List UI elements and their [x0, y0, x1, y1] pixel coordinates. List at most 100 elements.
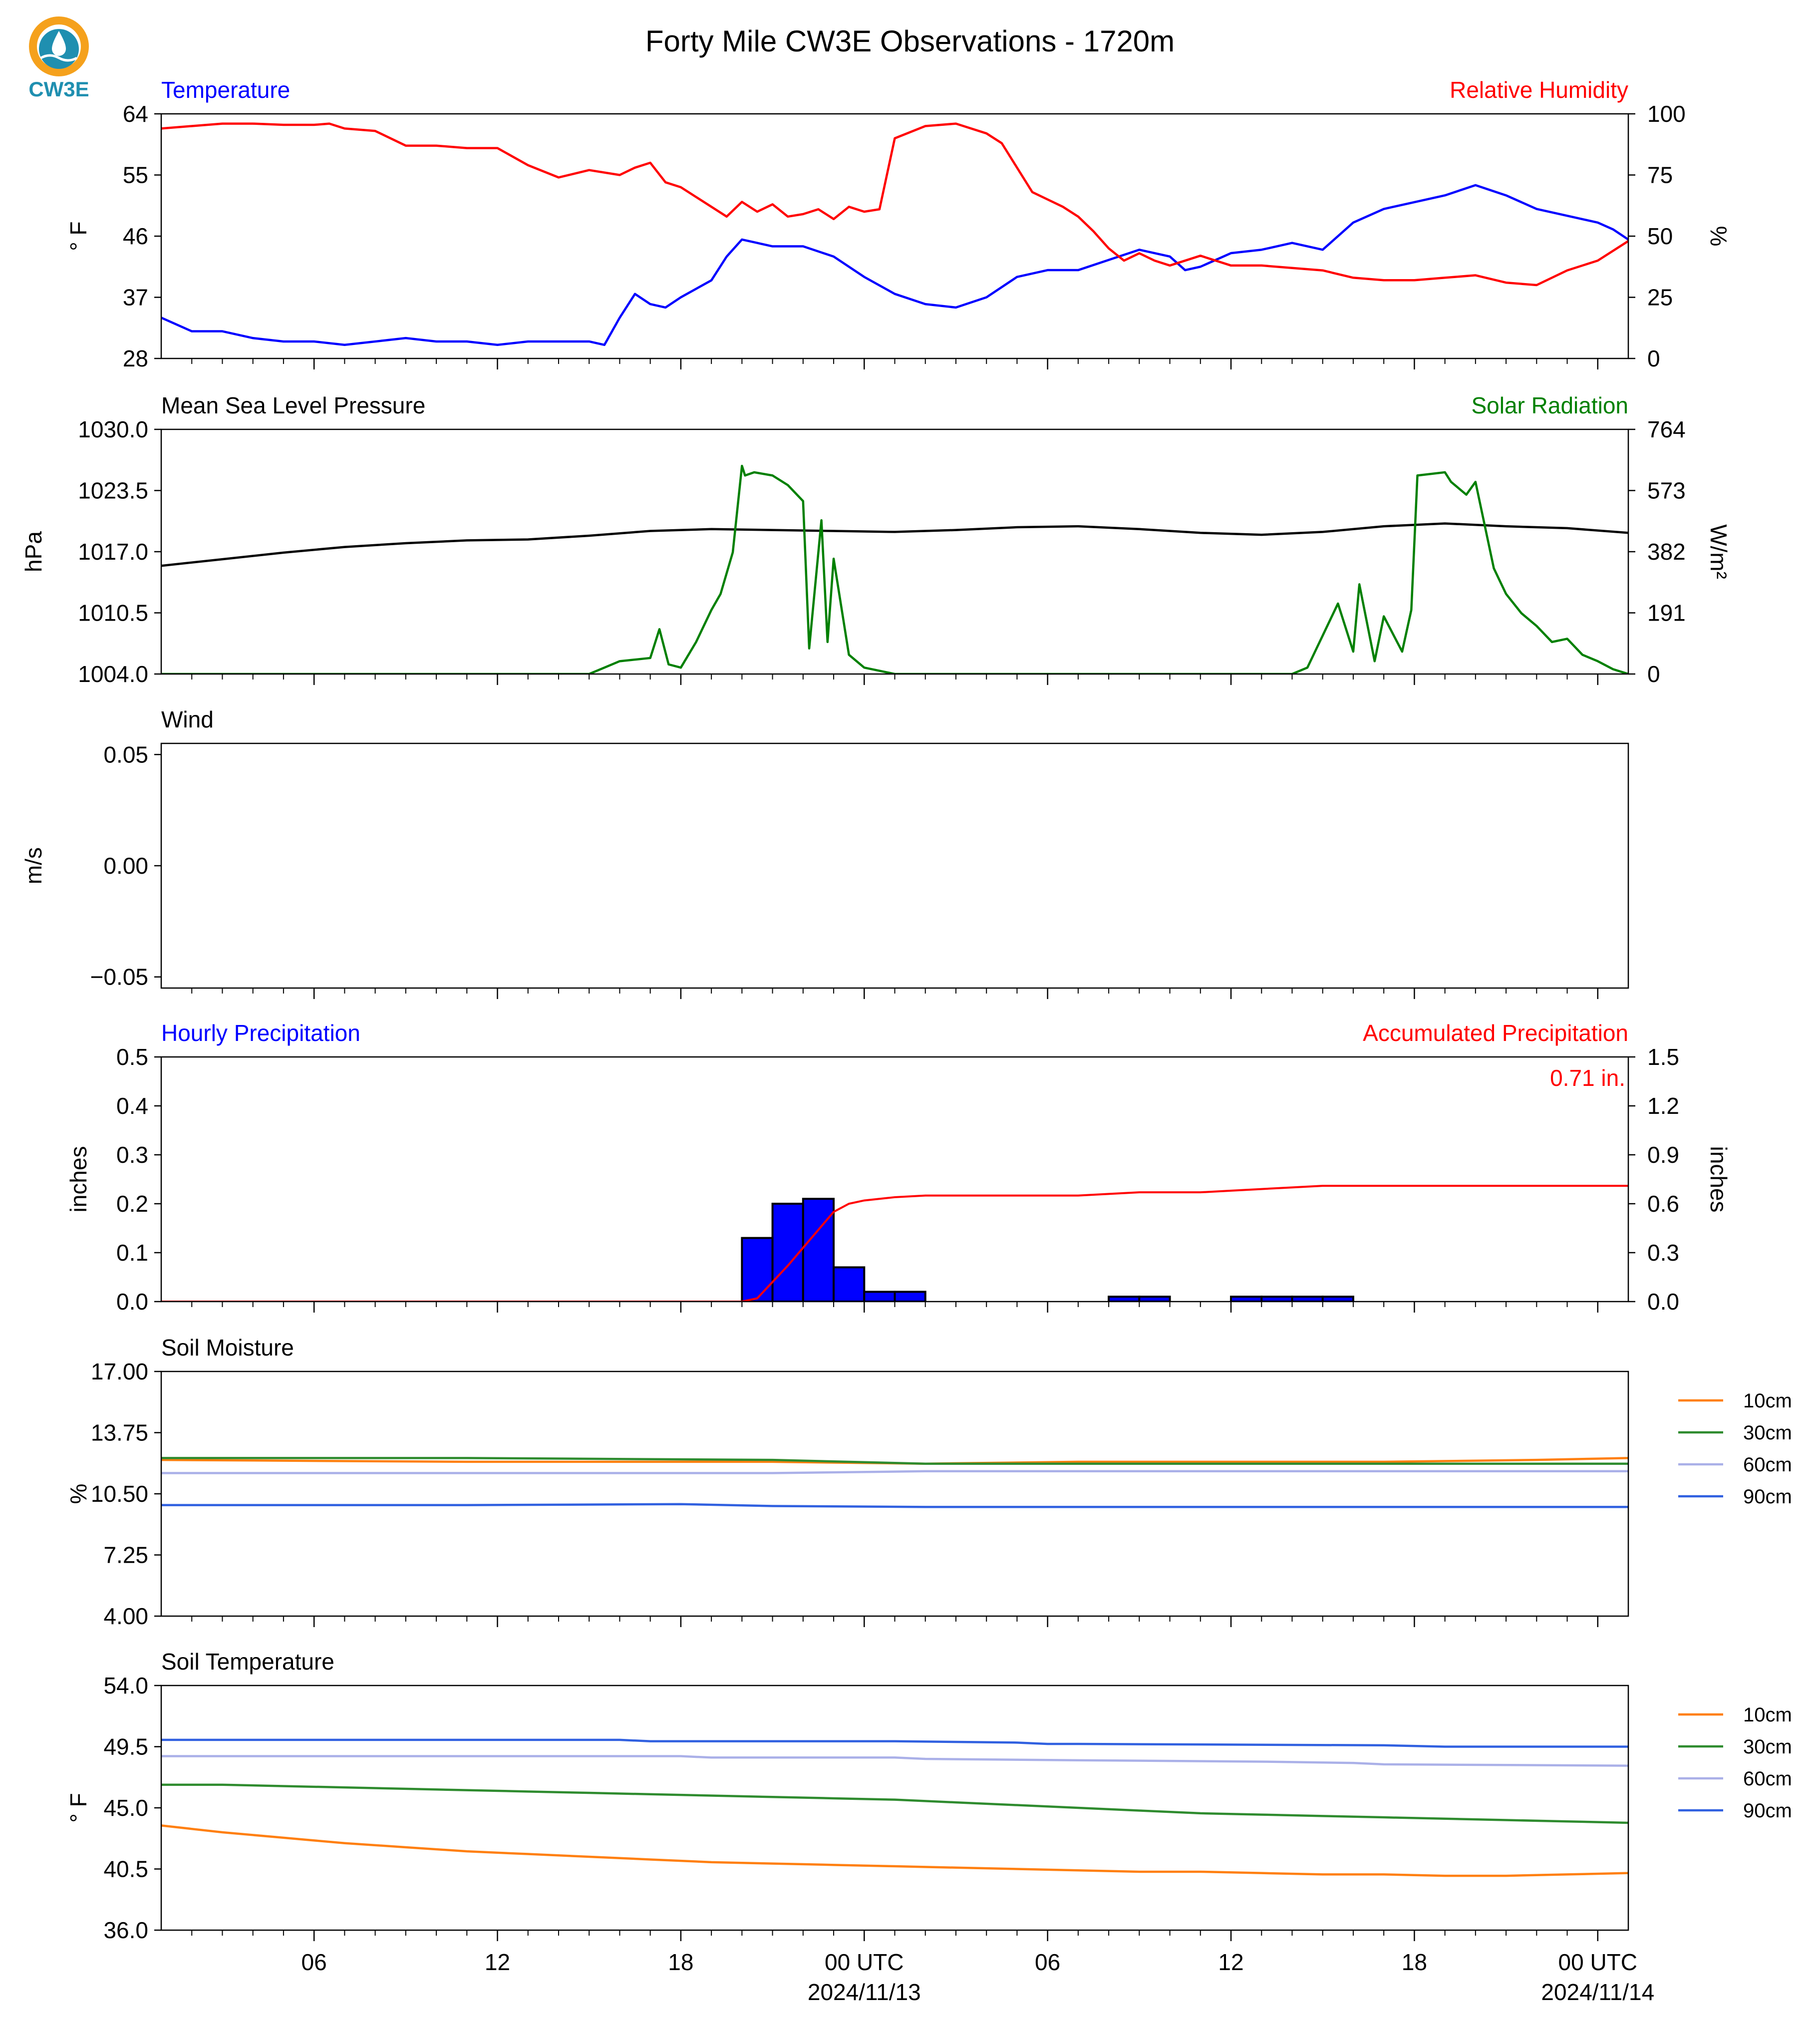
y2-axis-label: W/m² — [1706, 524, 1732, 579]
y-tick-label: 10.50 — [91, 1481, 148, 1507]
panel-plot-area — [161, 464, 1628, 674]
logo-drop-icon — [52, 31, 66, 56]
panel-right-title: Solar Radiation — [1471, 392, 1628, 418]
y2-tick-label: 0 — [1647, 661, 1660, 687]
legend-label-90cm: 90cm — [1743, 1486, 1792, 1508]
series-line-10cm — [161, 1824, 1628, 1877]
y-tick-label: −0.05 — [90, 964, 148, 990]
series-line-90cm — [161, 1738, 1628, 1748]
series-line-90cm — [161, 1503, 1628, 1508]
y-tick-label: 55 — [123, 162, 148, 188]
panel-left-title: Soil Moisture — [161, 1335, 294, 1360]
accumulated-precip-line — [161, 1185, 1628, 1302]
panel-left-title: Mean Sea Level Pressure — [161, 392, 425, 418]
x-date-label: 2024/11/14 — [1541, 1979, 1654, 2005]
y-tick-label: 4.00 — [103, 1603, 148, 1629]
legend-label-60cm: 60cm — [1743, 1768, 1792, 1790]
y2-tick-label: 25 — [1647, 285, 1673, 311]
y-tick-label: 0.5 — [116, 1044, 148, 1070]
legend-label-60cm: 60cm — [1743, 1454, 1792, 1476]
y2-tick-label: 382 — [1647, 539, 1686, 565]
legend-label-30cm: 30cm — [1743, 1422, 1792, 1444]
panel-plot-area — [161, 122, 1628, 346]
series-line-10cm — [161, 1457, 1628, 1465]
y-tick-label: 17.00 — [91, 1358, 148, 1384]
precip-bar — [1260, 1296, 1293, 1302]
accumulated-total-label: 0.71 in. — [1550, 1065, 1625, 1091]
series-line-right-1 — [161, 464, 1628, 674]
y-tick-label: 1017.0 — [78, 539, 148, 565]
y-tick-label: 0.1 — [116, 1240, 148, 1266]
legend-label-30cm: 30cm — [1743, 1736, 1792, 1758]
x-tick-label: 18 — [1402, 1949, 1427, 1975]
y-tick-label: 1010.5 — [78, 600, 148, 626]
panel-left-title: Wind — [161, 706, 214, 732]
y-tick-label: 64 — [123, 101, 148, 127]
y-axis-label: % — [65, 1484, 91, 1504]
logo-text: CW3E — [28, 77, 89, 101]
series-line-left-0 — [161, 522, 1628, 567]
y-tick-label: 1030.0 — [78, 416, 148, 442]
y-tick-label: 36.0 — [103, 1917, 148, 1943]
legend-label-10cm: 10cm — [1743, 1704, 1792, 1726]
panel-6: Soil Temperature 36.0 40.5 45.0 49.5 54.0 ° F 1… — [65, 1649, 1792, 1943]
y2-tick-label: 573 — [1647, 478, 1686, 504]
y2-tick-label: 0 — [1647, 345, 1660, 371]
y-tick-label: 54.0 — [103, 1673, 148, 1698]
y-axis-label: m/s — [20, 847, 46, 884]
panel-1: Temperature Relative Humidity 28 37 46 55 64 0 2… — [65, 77, 1732, 371]
y-tick-label: 49.5 — [103, 1734, 148, 1760]
precip-bar — [1321, 1296, 1354, 1302]
y-tick-label: 1023.5 — [78, 478, 148, 504]
precip-bar — [1138, 1296, 1171, 1302]
x-tick-label: 00 UTC — [1558, 1949, 1637, 1975]
y-axis-label: ° F — [65, 1793, 91, 1822]
y-axis-label: ° F — [65, 221, 91, 251]
y-tick-label: 0.4 — [116, 1093, 148, 1119]
x-tick-label: 12 — [1218, 1949, 1243, 1975]
y2-tick-label: 100 — [1647, 101, 1686, 127]
panel-3: Wind −0.05 0.00 0.05 m/s — [20, 706, 1629, 999]
x-tick-label: 18 — [668, 1949, 693, 1975]
y2-tick-label: 0.0 — [1647, 1289, 1679, 1315]
series-line-30cm — [161, 1457, 1628, 1465]
panel-right-title: Relative Humidity — [1450, 77, 1628, 103]
panel-plot-area — [161, 1457, 1628, 1508]
precip-bar — [863, 1291, 896, 1302]
y2-tick-label: 0.6 — [1647, 1191, 1679, 1217]
y-tick-label: 0.05 — [103, 741, 148, 767]
panel-5: Soil Moisture 4.00 7.25 10.50 13.75 17.00% 10c… — [65, 1335, 1792, 1629]
precip-bar — [1230, 1296, 1263, 1302]
figure-title: Forty Mile CW3E Observations - 1720m — [645, 24, 1175, 58]
y2-axis-label: % — [1706, 226, 1732, 247]
x-date-label: 2024/11/13 — [808, 1979, 921, 2005]
y-tick-label: 0.2 — [116, 1191, 148, 1217]
precip-bar — [833, 1266, 866, 1302]
logo-wave-icon — [40, 54, 78, 62]
precip-bar — [741, 1237, 774, 1302]
series-line-left-0 — [161, 184, 1628, 346]
y2-tick-label: 0.9 — [1647, 1142, 1679, 1168]
panel-left-title: Hourly Precipitation — [161, 1020, 360, 1046]
y-tick-label: 28 — [123, 345, 148, 371]
precip-bar — [1291, 1296, 1324, 1302]
y2-tick-label: 0.3 — [1647, 1240, 1679, 1266]
panel-left-title: Temperature — [161, 77, 290, 103]
series-line-right-1 — [161, 122, 1628, 287]
precip-bar — [894, 1291, 926, 1302]
x-tick-label: 00 UTC — [825, 1949, 904, 1975]
y-tick-label: 0.00 — [103, 853, 148, 879]
y-tick-label: 7.25 — [103, 1542, 148, 1568]
panel-plot-area — [161, 1738, 1628, 1877]
precip-bar — [802, 1198, 835, 1302]
y2-tick-label: 75 — [1647, 162, 1673, 188]
series-line-60cm — [161, 1755, 1628, 1767]
y-tick-label: 13.75 — [91, 1420, 148, 1446]
y2-tick-label: 1.2 — [1647, 1093, 1679, 1119]
x-tick-label: 06 — [302, 1949, 327, 1975]
x-tick-label: 06 — [1035, 1949, 1060, 1975]
panel-right-title: Accumulated Precipitation — [1363, 1020, 1628, 1046]
y2-tick-label: 1.5 — [1647, 1044, 1679, 1070]
